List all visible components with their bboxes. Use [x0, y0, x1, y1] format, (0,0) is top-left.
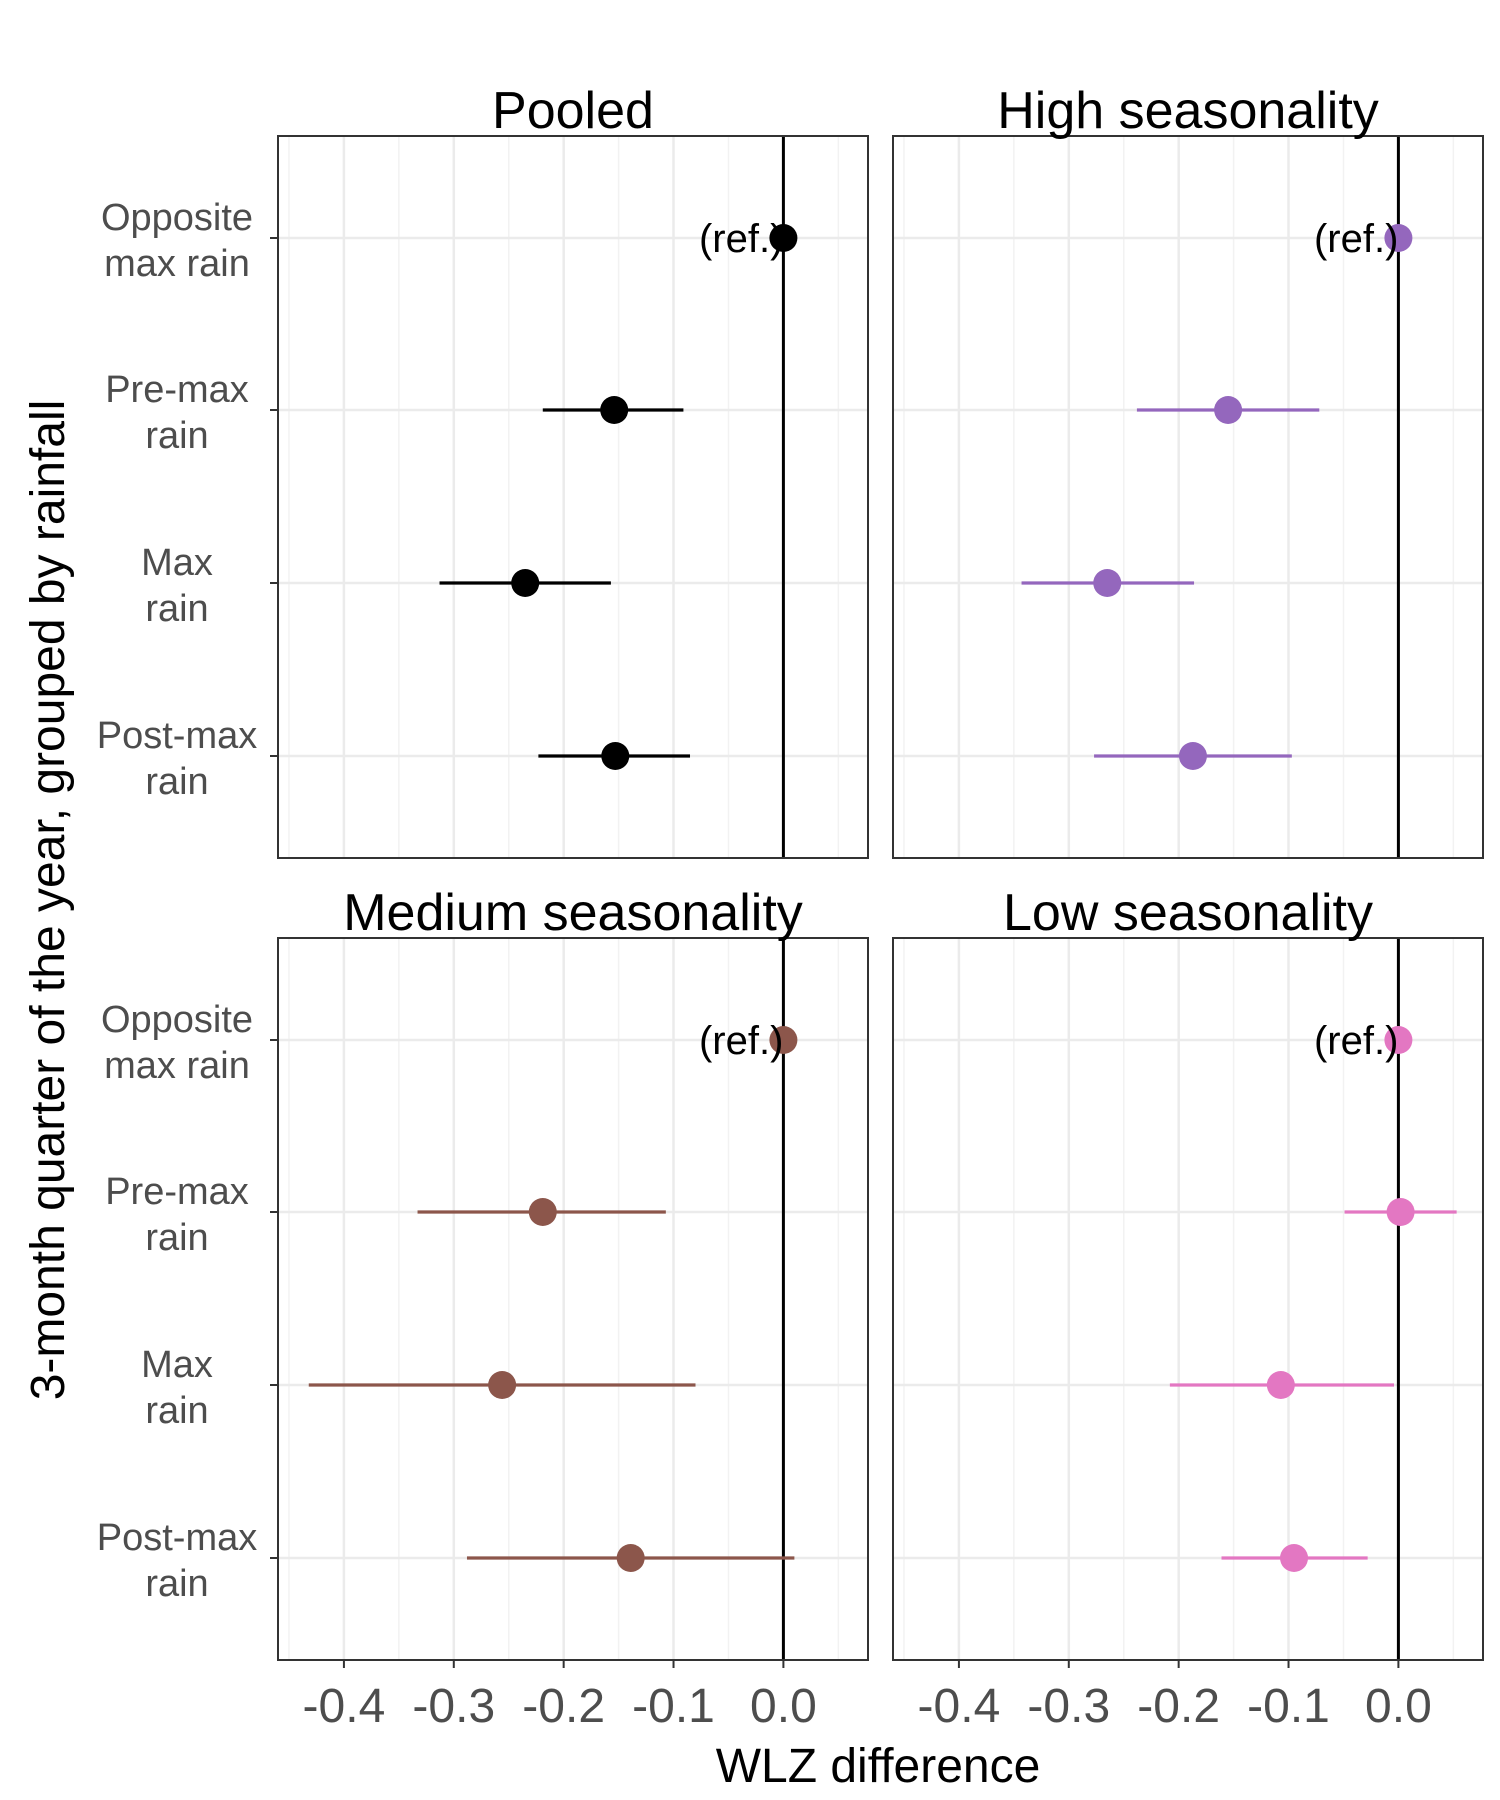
panel-background [893, 938, 1483, 1660]
x-tick-label: -0.1 [632, 1680, 715, 1733]
reference-label: (ref.) [699, 217, 783, 261]
point-estimate [1093, 569, 1122, 597]
panel-background [278, 136, 868, 858]
x-tick-label: 0.0 [1365, 1680, 1432, 1733]
category-label: Max rain [141, 542, 213, 630]
panel-border [277, 135, 869, 859]
x-axis-title: WLZ difference [716, 1740, 1041, 1793]
category-label: Pre-max rain [105, 369, 249, 457]
point-estimate [1386, 1198, 1415, 1226]
x-tick-label: 0.0 [750, 1680, 817, 1733]
point-estimate [601, 742, 630, 770]
point-estimate [1266, 1371, 1295, 1399]
x-tick-label: -0.4 [918, 1680, 1001, 1733]
point-estimate [1280, 1544, 1309, 1572]
panel-background [278, 938, 868, 1660]
x-tick-label: -0.2 [1137, 1680, 1220, 1733]
panel-title: High seasonality [997, 82, 1379, 140]
category-label: Max rain [141, 1344, 213, 1432]
point-estimate [1214, 396, 1243, 424]
x-tick-label: -0.3 [412, 1680, 495, 1733]
point-estimate [1384, 1026, 1413, 1054]
point-estimate [1384, 224, 1413, 252]
panel-border [277, 937, 869, 1661]
y-axis-title: 3-month quarter of the year, grouped by … [22, 400, 75, 1401]
panel-title: Low seasonality [1003, 884, 1373, 942]
panel-1: Pooled (ref.) Opposite max rain Pre-max rain M… [97, 82, 869, 859]
x-tick-label: -0.4 [303, 1680, 386, 1733]
category-label: Post-max rain [97, 1517, 257, 1605]
panel-border [892, 135, 1484, 859]
reference-label: (ref.) [1314, 217, 1398, 261]
panel-title: Medium seasonality [343, 884, 803, 942]
category-label: Post-max rain [97, 715, 257, 803]
point-estimate [1178, 742, 1207, 770]
x-tick-label: -0.3 [1027, 1680, 1110, 1733]
category-label: Pre-max rain [105, 1171, 249, 1259]
reference-label: (ref.) [1314, 1019, 1398, 1063]
panel-3: Medium seasonality (ref.) Opposite max rain… [97, 884, 869, 1661]
point-estimate [769, 1026, 798, 1054]
category-label: Opposite max rain [101, 197, 253, 285]
x-tick-label: -0.2 [522, 1680, 605, 1733]
x-tick-label: -0.1 [1247, 1680, 1330, 1733]
point-estimate [511, 569, 540, 597]
panel-2: High seasonality (ref.) [892, 82, 1484, 859]
panel-border [892, 937, 1484, 1661]
point-estimate [488, 1371, 517, 1399]
point-estimate [769, 224, 798, 252]
reference-label: (ref.) [699, 1019, 783, 1063]
point-estimate [616, 1544, 645, 1572]
point-estimate [528, 1198, 557, 1226]
panel-4: Low seasonality (ref.) [892, 884, 1484, 1661]
panel-background [893, 136, 1483, 858]
category-label: Opposite max rain [101, 999, 253, 1087]
panel-title: Pooled [492, 82, 654, 140]
point-estimate [600, 396, 629, 424]
